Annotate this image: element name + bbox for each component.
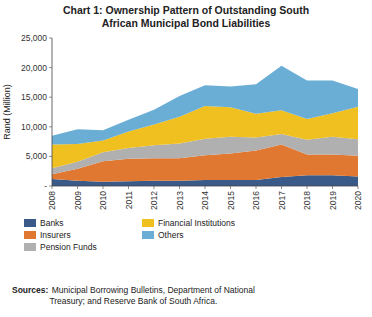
x-tick xyxy=(332,186,333,189)
x-tick-label: 2015 xyxy=(226,191,236,210)
y-tick xyxy=(49,38,52,39)
y-tick-label: - xyxy=(44,181,47,191)
y-tick xyxy=(49,97,52,98)
x-tick-label: 2009 xyxy=(73,191,83,210)
legend-swatch xyxy=(24,219,36,227)
x-tick xyxy=(205,186,206,189)
x-tick-label: 2012 xyxy=(149,191,159,210)
x-tick xyxy=(281,186,282,189)
x-tick xyxy=(230,186,231,189)
source-text: Municipal Borrowing Bulletins, Departmen… xyxy=(49,285,255,306)
y-tick-label: 5,000 xyxy=(26,151,48,161)
x-tick xyxy=(52,186,53,189)
legend-swatch xyxy=(142,219,154,227)
x-tick xyxy=(154,186,155,189)
chart: Chart 1: Ownership Pattern of Outstandin… xyxy=(0,0,372,317)
area-4 xyxy=(52,66,358,145)
title: Chart 1: Ownership Pattern of Outstandin… xyxy=(63,4,309,29)
y-tick-label: 15,000 xyxy=(21,92,47,102)
y-axis-label: Rand (Million) xyxy=(2,84,12,140)
legend-label: Insurers xyxy=(40,230,71,240)
legend-label: Financial Institutions xyxy=(158,218,235,228)
x-tick-label: 2013 xyxy=(175,191,185,210)
x-tick-label: 2018 xyxy=(302,191,312,210)
source-label: Sources: xyxy=(12,285,49,295)
legend-label: Banks xyxy=(40,218,64,228)
y-tick-label: 10,000 xyxy=(21,122,47,132)
x-tick-label: 2016 xyxy=(251,191,261,210)
legend-swatch xyxy=(142,231,154,239)
y-tick xyxy=(49,67,52,68)
x-tick-label: 2019 xyxy=(328,191,338,210)
x-tick xyxy=(128,186,129,189)
y-tick xyxy=(49,156,52,157)
legend-label: Pension Funds xyxy=(40,242,97,252)
x-tick xyxy=(358,186,359,189)
legend: Banks Insurers Pension Funds Financial Inst… xyxy=(24,218,235,252)
x-tick-label: 2017 xyxy=(277,191,287,210)
x-tick-label: 2011 xyxy=(124,191,134,210)
y-tick-label: 25,000 xyxy=(21,33,47,43)
x-tick xyxy=(103,186,104,189)
y-axis xyxy=(52,38,53,186)
x-tick-label: 2010 xyxy=(98,191,108,210)
y-tick xyxy=(49,186,52,187)
y-tick-label: 20,000 xyxy=(21,63,47,73)
x-tick-label: 2020 xyxy=(353,191,363,210)
x-tick xyxy=(256,186,257,189)
legend-swatch xyxy=(24,243,36,251)
x-tick xyxy=(179,186,180,189)
x-tick xyxy=(77,186,78,189)
areas xyxy=(52,66,358,186)
x-tick-label: 2008 xyxy=(47,191,57,210)
x-tick xyxy=(307,186,308,189)
y-tick xyxy=(49,126,52,127)
legend-label: Others xyxy=(158,230,184,240)
x-tick-label: 2014 xyxy=(200,191,210,210)
legend-swatch xyxy=(24,231,36,239)
